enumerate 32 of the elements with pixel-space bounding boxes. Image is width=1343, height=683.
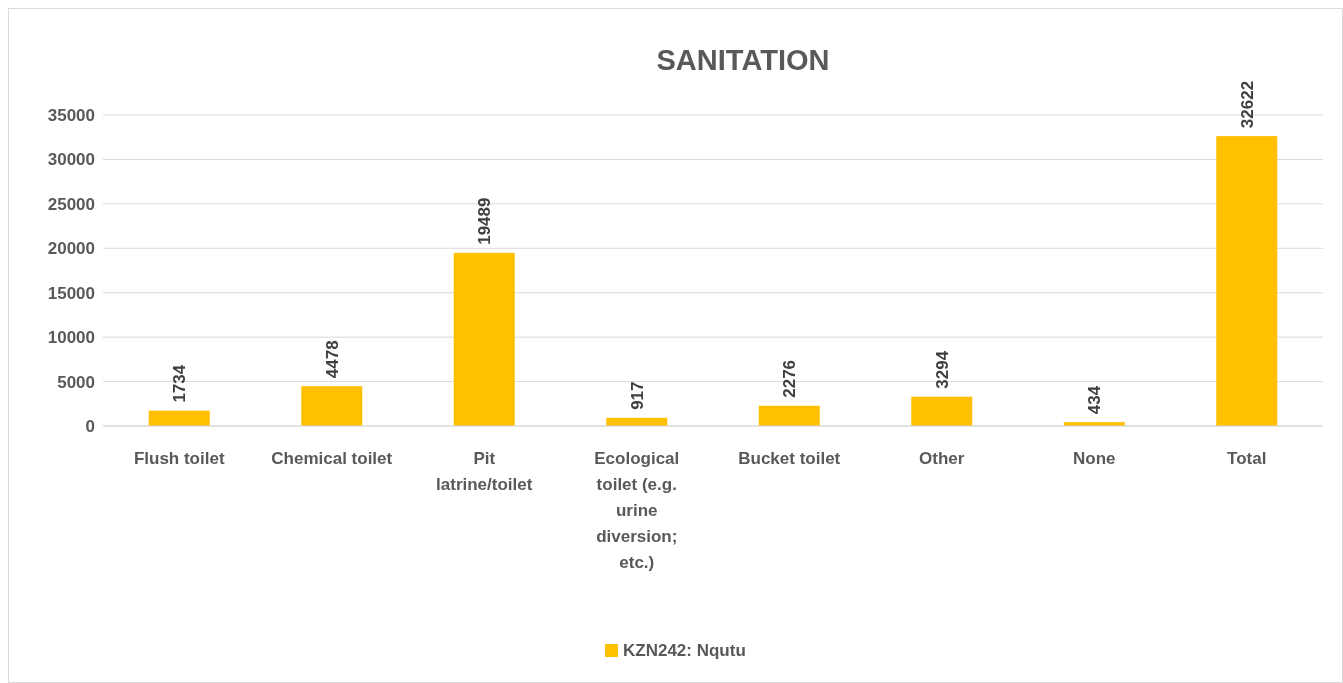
data-label: 434 — [1085, 385, 1105, 415]
x-tick-label: Other — [919, 449, 965, 468]
y-tick-label: 20000 — [47, 239, 95, 259]
x-tick-label: None — [1073, 449, 1116, 468]
y-tick-label: 5000 — [57, 372, 95, 392]
bar — [148, 410, 210, 426]
y-tick-label: 30000 — [47, 150, 95, 170]
data-label: 2276 — [780, 359, 800, 398]
chart-title: SANITATION — [656, 44, 830, 76]
bar — [301, 386, 363, 426]
bar — [911, 396, 973, 426]
y-tick-label: 25000 — [47, 194, 95, 214]
bar — [758, 405, 820, 426]
data-label: 32622 — [1237, 80, 1257, 129]
data-label: 19489 — [475, 197, 495, 245]
x-tick-label: Bucket toilet — [738, 449, 841, 468]
y-tick-label: 35000 — [47, 105, 95, 125]
legend-label: KZN242: Nqutu — [623, 641, 746, 660]
x-tick-label: Total — [1227, 449, 1267, 468]
y-tick-label: 0 — [85, 416, 95, 436]
y-tick-label: 15000 — [47, 283, 95, 303]
data-label: 3294 — [932, 350, 952, 389]
x-tick-label: Flush toilet — [133, 449, 225, 468]
x-tick-label: Chemical toilet — [271, 449, 393, 468]
x-tick-label: Pit latrine/toilet — [436, 449, 533, 494]
x-tick-label: Ecological toilet (e.g. urine diversion; etc.) — [594, 449, 680, 572]
data-label: 1734 — [170, 364, 190, 403]
y-tick-label: 10000 — [47, 328, 95, 348]
bar — [1216, 136, 1278, 426]
data-label: 917 — [627, 381, 647, 410]
bar — [453, 252, 515, 426]
data-label: 4478 — [322, 340, 342, 379]
